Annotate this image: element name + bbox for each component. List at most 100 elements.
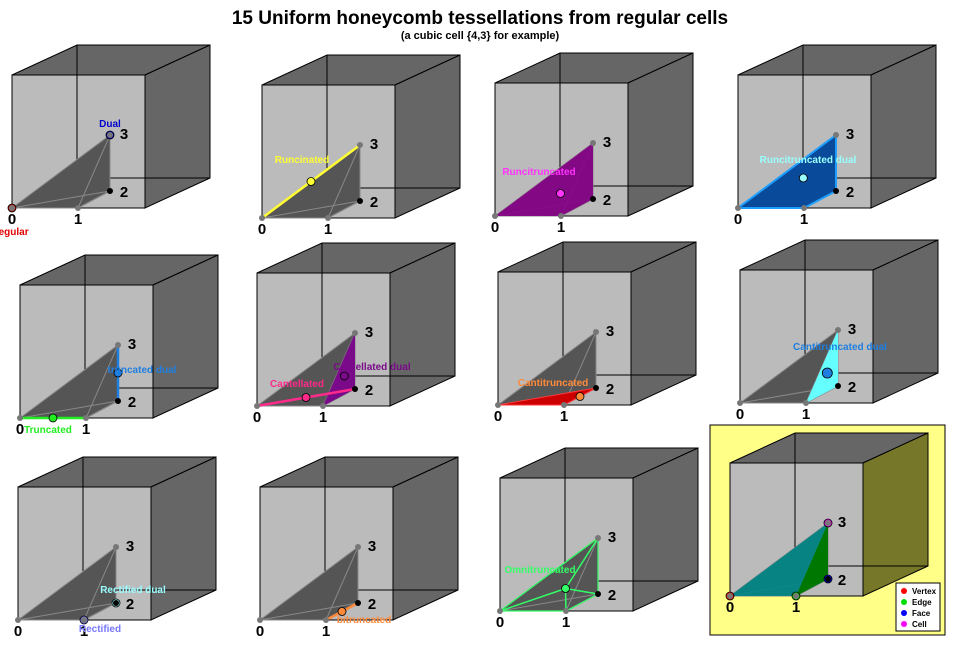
vertex (107, 188, 113, 194)
vertex (113, 544, 119, 550)
vertex-label: 0 (256, 623, 264, 640)
vertex-label: 0 (736, 406, 744, 423)
vertex (563, 608, 569, 614)
vertex-label: 1 (792, 599, 800, 616)
vertex-label: 0 (734, 211, 742, 228)
vertex-label: 2 (365, 382, 373, 399)
vertex (558, 213, 564, 219)
annotation: Cantellated dual (333, 362, 410, 373)
face (323, 333, 355, 406)
vertex-label: 0 (491, 219, 499, 236)
vertex-label: 1 (324, 221, 332, 238)
vertex-label: 1 (82, 421, 90, 438)
vertex (801, 205, 807, 211)
face (730, 523, 828, 596)
annotation: Regular (0, 227, 29, 238)
vertex-label: 1 (557, 219, 565, 236)
legend-dot (901, 599, 907, 605)
marker-dot (556, 189, 565, 198)
annotation: Cantitruncated (518, 378, 589, 389)
annotation: Cantitruncated dual (793, 342, 887, 353)
vertex-label: 2 (846, 184, 854, 201)
vertex (835, 383, 841, 389)
marker-dot (337, 607, 347, 616)
legend-label: Cell (912, 620, 927, 629)
vertex (17, 415, 23, 421)
annotation: Truncated (24, 425, 72, 436)
vertex-label: 0 (496, 614, 504, 631)
vertex-label: 2 (368, 596, 376, 613)
vertex-label: 2 (128, 394, 136, 411)
vertex (15, 617, 21, 623)
legend-dot (901, 588, 907, 594)
vertex-label: 3 (370, 136, 378, 153)
vertex-label: 1 (80, 623, 88, 640)
legend-label: Vertex (912, 587, 937, 596)
vertex (727, 593, 733, 599)
vertex (352, 330, 358, 336)
vertex-label: 2 (370, 194, 378, 211)
marker-dot (798, 173, 808, 183)
vertex (257, 617, 263, 623)
vertex-label: 0 (253, 409, 261, 426)
vertex-label: 0 (258, 221, 266, 238)
vertex-label: 1 (322, 623, 330, 640)
vertex-label: 3 (128, 336, 136, 353)
vertex-label: 2 (606, 381, 614, 398)
legend-label: Face (912, 609, 931, 618)
vertex-label: 1 (74, 211, 82, 228)
marker-dot (306, 177, 316, 186)
marker-dot (575, 392, 585, 401)
annotation: Rectified (79, 624, 121, 635)
annotation: Rectified dual (100, 585, 166, 596)
vertex-label: 2 (126, 596, 134, 613)
vertex (75, 205, 81, 211)
vertex (593, 329, 599, 335)
marker-dot (113, 368, 123, 378)
marker-dot (561, 584, 570, 593)
vertex (825, 576, 831, 582)
vertex-label: 3 (608, 529, 616, 546)
annotation: Dual (99, 119, 121, 130)
vertex-label: 0 (16, 421, 24, 438)
annotation: Omnitruncated (504, 565, 575, 576)
vertex-label: 2 (120, 184, 128, 201)
annotation: Runcitruncated (502, 167, 575, 178)
vertex (833, 188, 839, 194)
vertex-label: 3 (365, 324, 373, 341)
vertex (497, 608, 503, 614)
annotation: truncated dual (108, 365, 177, 376)
marker-dot (339, 371, 349, 381)
vertex-label: 2 (608, 587, 616, 604)
annotation: Cantellated (270, 379, 324, 390)
vertex (803, 400, 809, 406)
vertex (561, 402, 567, 408)
vertex-label: 1 (562, 614, 570, 631)
vertex-label: 3 (368, 538, 376, 555)
vertex (737, 400, 743, 406)
vertex (107, 132, 113, 138)
vertex (595, 591, 601, 597)
annotation: Runcitruncated dual (760, 155, 857, 166)
subtitle: (a cubic cell {4,3} for example) (401, 30, 560, 42)
vertex (83, 415, 89, 421)
face (806, 330, 838, 403)
vertex-label: 2 (603, 192, 611, 209)
edge (565, 587, 599, 595)
face (495, 143, 593, 216)
vertex (357, 198, 363, 204)
vertex-label: 0 (14, 623, 22, 640)
vertex-label: 0 (8, 211, 16, 228)
vertex (835, 327, 841, 333)
face (796, 523, 828, 596)
vertex-label: 1 (560, 408, 568, 425)
vertex-label: 3 (838, 514, 846, 531)
vertex (793, 593, 799, 599)
marker-dot (48, 413, 58, 423)
edge (564, 537, 599, 589)
vertex (355, 600, 361, 606)
vertex-label: 1 (319, 409, 327, 426)
vertex (115, 398, 121, 404)
vertex (113, 600, 119, 606)
